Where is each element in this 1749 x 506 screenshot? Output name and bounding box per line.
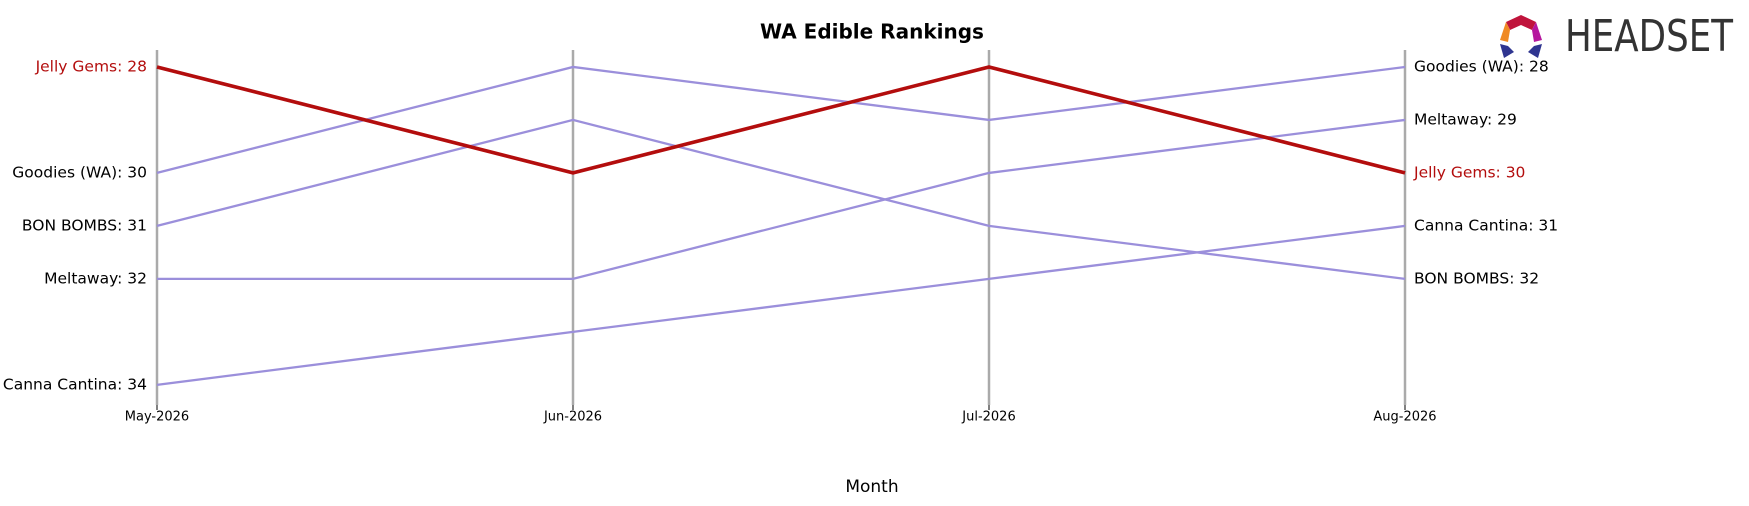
value-label: Jelly Gems: 28 bbox=[35, 57, 147, 75]
value-label: BON BOMBS: 31 bbox=[22, 216, 147, 234]
value-label: Goodies (WA): 30 bbox=[12, 163, 147, 181]
value-label: Canna Cantina: 31 bbox=[1414, 216, 1558, 234]
value-label: Canna Cantina: 34 bbox=[3, 375, 147, 393]
logo-text: HEADSET bbox=[1565, 11, 1733, 62]
value-label: BON BOMBS: 32 bbox=[1414, 269, 1539, 287]
series-line bbox=[157, 118, 1406, 281]
x-tick-label: Jun-2026 bbox=[543, 410, 602, 425]
x-axis-label: Month bbox=[845, 477, 898, 497]
value-label: Jelly Gems: 30 bbox=[1413, 163, 1525, 181]
series-line bbox=[156, 65, 1406, 175]
chart-title: WA Edible Rankings bbox=[760, 20, 984, 44]
value-label: Meltaway: 32 bbox=[44, 269, 147, 287]
x-tick-label: Aug-2026 bbox=[1373, 410, 1436, 425]
value-label: Goodies (WA): 28 bbox=[1414, 57, 1549, 75]
value-label: Meltaway: 29 bbox=[1414, 110, 1517, 128]
logo-icon bbox=[1500, 15, 1542, 58]
x-tick-label: Jul-2026 bbox=[961, 410, 1015, 425]
series-line bbox=[156, 224, 1406, 387]
x-tick-label: May-2026 bbox=[125, 410, 189, 425]
